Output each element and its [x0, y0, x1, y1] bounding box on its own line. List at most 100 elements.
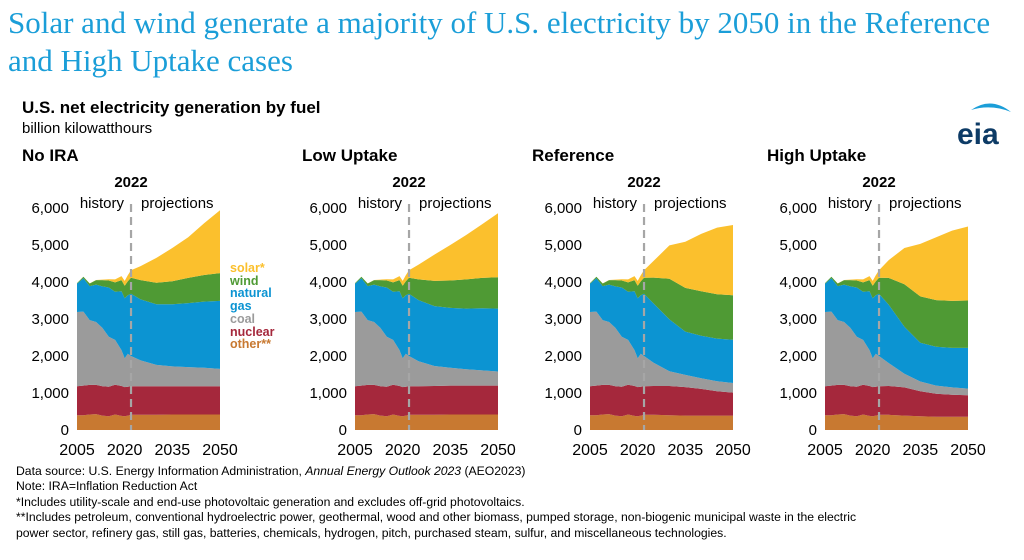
x-tick-label: 2020	[855, 442, 891, 459]
x-tick-label: 2035	[155, 442, 191, 459]
area-coal	[355, 311, 498, 388]
note-other-line1: **Includes petroleum, conventional hydro…	[16, 510, 857, 525]
area-coal	[590, 311, 733, 393]
y-tick-label: 1,000	[544, 385, 582, 402]
eia-logo: eia	[957, 103, 1011, 150]
area-wind	[590, 276, 733, 340]
y-tick-label: 1,000	[779, 385, 817, 402]
area-solar	[590, 225, 733, 296]
units-label: billion kilowatthours	[22, 120, 153, 137]
projections-label: projections	[419, 195, 492, 212]
x-tick-label: 2050	[480, 442, 516, 459]
y-tick-label: 6,000	[309, 200, 347, 217]
y-tick-label: 4,000	[31, 274, 69, 291]
y-tick-label: 2,000	[309, 348, 347, 365]
area-wind	[77, 273, 220, 305]
area-coal	[77, 311, 220, 388]
area-nuclear	[825, 384, 968, 417]
note-ira: Note: IRA=Inflation Reduction Act	[16, 479, 198, 494]
chart-reference: 2022 history projections 0 1,000 2,000 3,000 4,…	[544, 174, 751, 459]
x-tick-label: 2035	[668, 442, 704, 459]
area-other	[355, 414, 498, 430]
area-natural-gas	[77, 278, 220, 369]
legend-natural: natural	[230, 286, 272, 301]
divider-year-label: 2022	[627, 174, 660, 191]
area-coal	[825, 311, 968, 396]
area-natural-gas	[355, 278, 498, 372]
area-wind	[825, 276, 968, 348]
area-other	[77, 414, 220, 430]
eia-logo-text: eia	[957, 118, 999, 150]
area-solar	[825, 226, 968, 301]
x-tick-label: 2050	[715, 442, 751, 459]
legend-nuclear: nuclear	[230, 324, 275, 339]
legend-solar: solar*	[230, 261, 265, 275]
area-nuclear	[77, 384, 220, 417]
x-tick-label: 2050	[202, 442, 238, 459]
area-nuclear	[355, 384, 498, 417]
area-wind	[355, 276, 498, 309]
note-source-title: Annual Energy Outlook 2023	[305, 464, 462, 478]
history-label: history	[593, 195, 638, 212]
y-tick-label: 2,000	[544, 348, 582, 365]
history-label: history	[358, 195, 403, 212]
area-natural-gas	[590, 278, 733, 383]
panel-title-high-uptake: High Uptake	[767, 146, 867, 165]
area-other	[590, 414, 733, 430]
legend-coal: coal	[230, 311, 256, 326]
eia-logo-swoosh	[971, 103, 1011, 112]
y-tick-label: 4,000	[544, 274, 582, 291]
y-tick-label: 5,000	[31, 237, 69, 254]
notes: Data source: U.S. Energy Information Adm…	[16, 464, 1016, 541]
y-tick-label: 6,000	[544, 200, 582, 217]
x-tick-label: 2005	[807, 442, 843, 459]
y-tick-label: 4,000	[779, 274, 817, 291]
divider-year-label: 2022	[862, 174, 895, 191]
y-tick-label: 4,000	[309, 274, 347, 291]
y-tick-label: 6,000	[31, 200, 69, 217]
y-tick-label: 0	[574, 422, 582, 439]
x-tick-label: 2005	[572, 442, 608, 459]
divider-year-label: 2022	[114, 174, 147, 191]
chart-no-ira: 2022 history projections 0 1,000 2,000 3,000 4,…	[31, 174, 238, 459]
y-tick-label: 3,000	[309, 311, 347, 328]
area-solar	[77, 210, 220, 286]
x-tick-label: 2020	[107, 442, 143, 459]
y-tick-label: 0	[809, 422, 817, 439]
divider-year-label: 2022	[392, 174, 425, 191]
headline: Solar and wind generate a majority of U.…	[8, 5, 991, 78]
note-source: Data source: U.S. Energy Information Adm…	[16, 464, 1016, 479]
note-source-suffix: (AEO2023)	[461, 464, 526, 478]
area-natural-gas	[825, 278, 968, 389]
x-tick-label: 2005	[337, 442, 373, 459]
y-tick-label: 0	[61, 422, 69, 439]
chart-subtitle: U.S. net electricity generation by fuel	[22, 98, 321, 117]
x-tick-label: 2035	[903, 442, 939, 459]
legend-other: other**	[230, 337, 271, 352]
area-solar	[355, 213, 498, 286]
chart-high-uptake: 2022 history projections 0 1,000 2,000 3,000 4,…	[779, 174, 986, 459]
note-other-line2: power sector, refinery gas, still gas, b…	[16, 525, 727, 540]
y-tick-label: 3,000	[31, 311, 69, 328]
y-tick-label: 3,000	[779, 311, 817, 328]
note-source-prefix: Data source: U.S. Energy Information Adm…	[16, 464, 306, 478]
legend-gas: gas	[230, 299, 252, 314]
history-label: history	[828, 195, 873, 212]
y-tick-label: 1,000	[309, 385, 347, 402]
projections-label: projections	[889, 195, 962, 212]
y-tick-label: 2,000	[779, 348, 817, 365]
y-tick-label: 0	[339, 422, 347, 439]
legend-wind: wind	[230, 273, 259, 288]
area-other	[825, 414, 968, 430]
legend: solar* wind natural gas coal nuclear oth…	[230, 262, 274, 351]
y-tick-label: 5,000	[779, 237, 817, 254]
x-tick-label: 2050	[950, 442, 986, 459]
y-tick-label: 6,000	[779, 200, 817, 217]
x-tick-label: 2005	[59, 442, 95, 459]
y-tick-label: 3,000	[544, 311, 582, 328]
note-solar: *Includes utility-scale and end-use phot…	[16, 494, 525, 509]
chart-low-uptake: 2022 history projections 0 1,000 2,000 3,000 4,…	[309, 174, 516, 459]
history-label: history	[80, 195, 125, 212]
area-nuclear	[590, 384, 733, 417]
y-tick-label: 2,000	[31, 348, 69, 365]
